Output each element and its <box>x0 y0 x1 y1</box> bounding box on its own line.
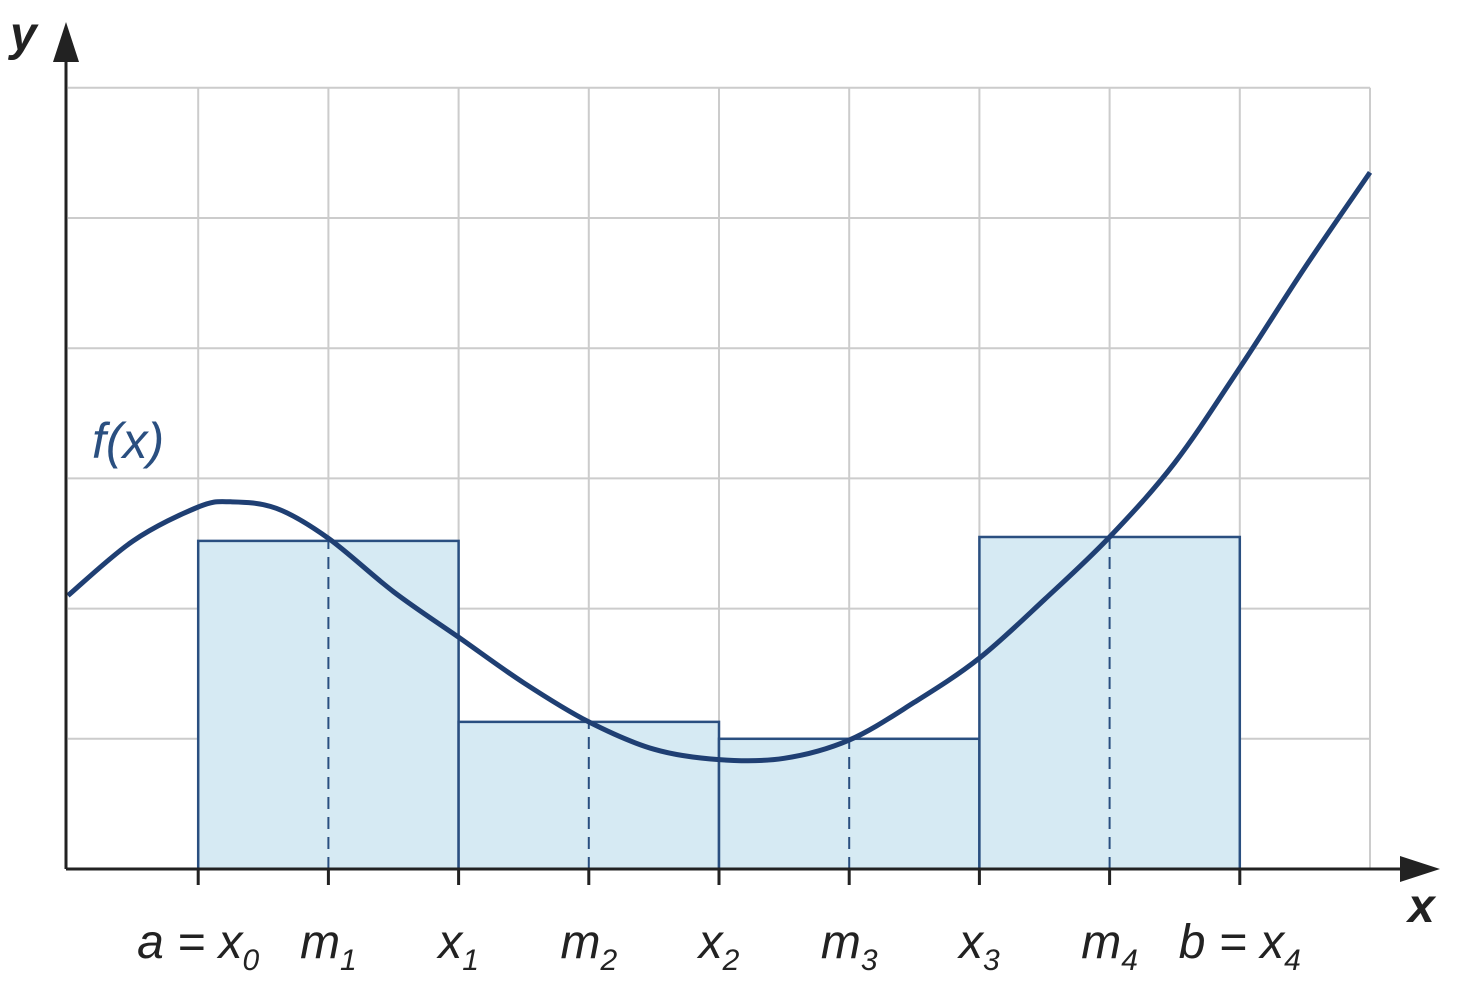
tick-label-7: x3 <box>957 916 1000 977</box>
x-axis-tick-labels: a = x0 m1 x1 m2 x2 m3 x3 m4 b = x4 <box>137 916 1301 977</box>
tick-label-8: m4 <box>1081 916 1138 977</box>
tick-label-5: x2 <box>697 916 740 977</box>
tick-label-2: m1 <box>300 916 357 977</box>
tick-label-9: b = x4 <box>1179 916 1301 977</box>
tick-label-4: m2 <box>560 916 617 977</box>
x-axis-label: x <box>1405 880 1437 933</box>
y-axis-label: y <box>8 8 39 61</box>
midpoint-dashed-lines <box>327 536 1111 869</box>
tick-label-6: m3 <box>821 916 878 977</box>
x-axis-ticks <box>196 869 1242 885</box>
tick-label-1: a = x0 <box>137 916 259 977</box>
axes: x y <box>8 8 1440 933</box>
x-axis-arrow-icon <box>1400 856 1440 882</box>
function-curve <box>66 170 1373 764</box>
y-axis-arrow-icon <box>53 22 79 62</box>
function-label: f(x) <box>92 413 164 469</box>
tick-label-3: x1 <box>436 916 479 977</box>
